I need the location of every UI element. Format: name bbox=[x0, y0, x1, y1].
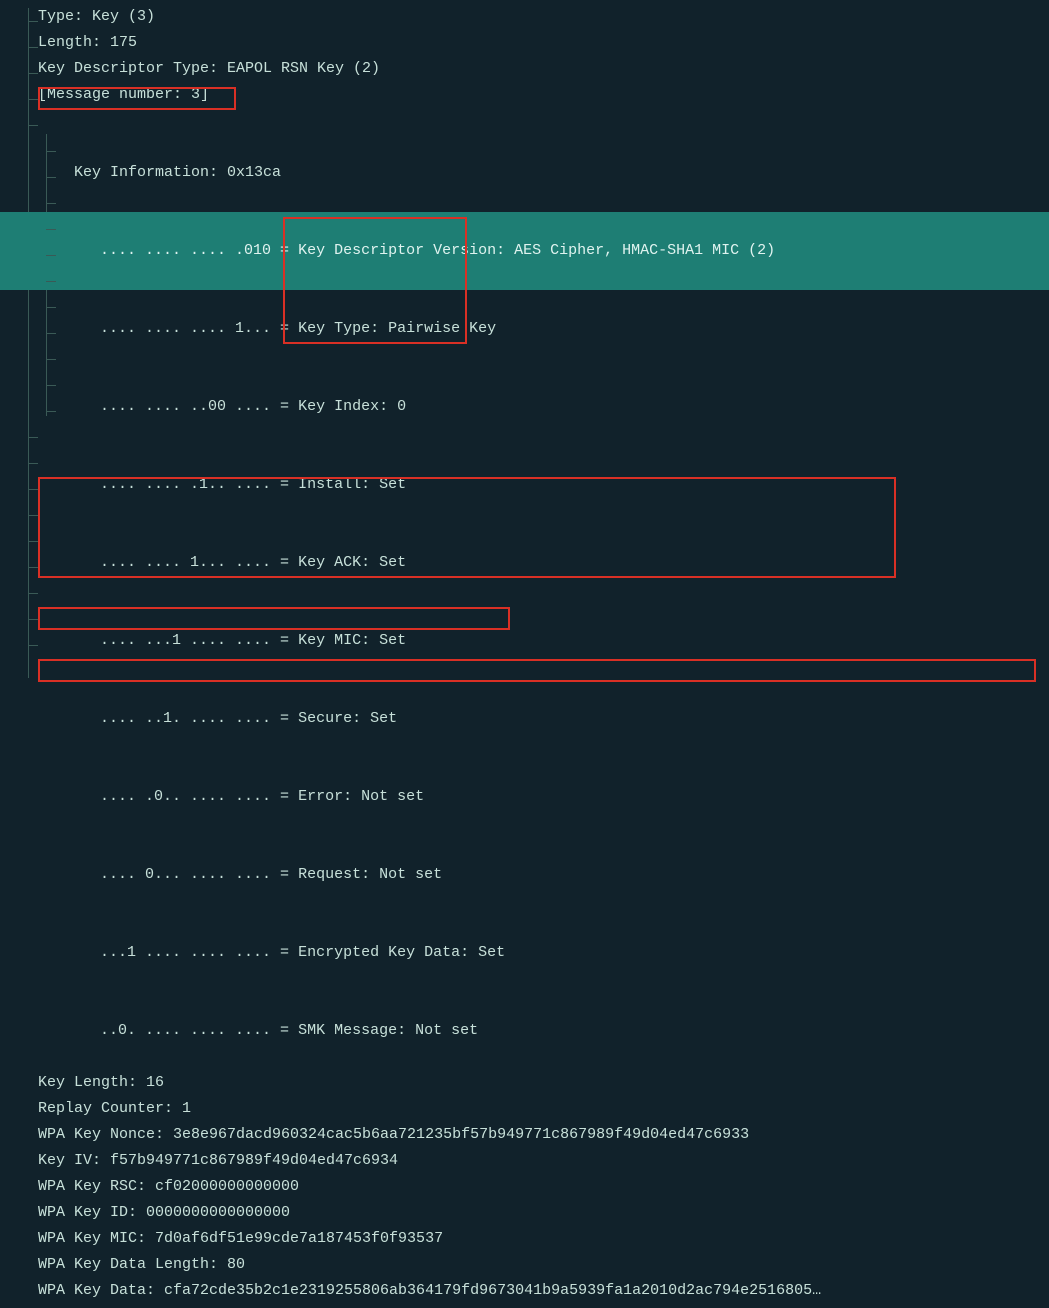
row-text: WPA Key RSC: cf02000000000000 bbox=[38, 1178, 299, 1195]
row-bits: .... .... .1.. .... bbox=[92, 476, 271, 493]
row-text: WPA Key Nonce: 3e8e967dacd960324cac5b6aa… bbox=[38, 1126, 749, 1143]
tree-row-key-index[interactable]: .... .... ..00 .... = Key Index: 0 bbox=[0, 368, 1049, 446]
row-text: WPA Key Data Length: 80 bbox=[38, 1256, 245, 1273]
tree-row-wpa-key-id[interactable]: WPA Key ID: 0000000000000000 bbox=[0, 1200, 1049, 1226]
tree-row-key-mic-flag[interactable]: .... ...1 .... .... = Key MIC: Set bbox=[0, 602, 1049, 680]
row-text: Key Length: 16 bbox=[38, 1074, 164, 1091]
row-text: Key IV: f57b949771c867989f49d04ed47c6934 bbox=[38, 1152, 398, 1169]
tree-row-key-iv[interactable]: Key IV: f57b949771c867989f49d04ed47c6934 bbox=[0, 1148, 1049, 1174]
row-text: Length: 175 bbox=[38, 34, 137, 51]
tree-row-encrypted-key-data[interactable]: ...1 .... .... .... = Encrypted Key Data… bbox=[0, 914, 1049, 992]
row-label: Request: Not set bbox=[298, 866, 442, 883]
row-bits: .... ...1 .... .... bbox=[92, 632, 271, 649]
row-bits: .... .... ..00 .... bbox=[92, 398, 271, 415]
tree-row-wpa-key-nonce[interactable]: WPA Key Nonce: 3e8e967dacd960324cac5b6aa… bbox=[0, 1122, 1049, 1148]
row-label: Key Index: 0 bbox=[298, 398, 406, 415]
tree-row-smk-message[interactable]: ..0. .... .... .... = SMK Message: Not s… bbox=[0, 992, 1049, 1070]
row-label: Key Type: Pairwise Key bbox=[298, 320, 496, 337]
tree-row-install[interactable]: .... .... .1.. .... = Install: Set bbox=[0, 446, 1049, 524]
tree-row-error[interactable]: .... .0.. .... .... = Error: Not set bbox=[0, 758, 1049, 836]
row-bits: ..0. .... .... .... bbox=[92, 1022, 271, 1039]
tree-row-wpa-key-rsc[interactable]: WPA Key RSC: cf02000000000000 bbox=[0, 1174, 1049, 1200]
row-bits: .... .0.. .... .... bbox=[92, 788, 271, 805]
tree-row-wpa-key-mic[interactable]: WPA Key MIC: 7d0af6df51e99cde7a187453f0f… bbox=[0, 1226, 1049, 1252]
row-bits: .... 0... .... .... bbox=[92, 866, 271, 883]
tree-row-key-length[interactable]: Key Length: 16 bbox=[0, 1070, 1049, 1096]
row-label: Error: Not set bbox=[298, 788, 424, 805]
row-bits: .... ..1. .... .... bbox=[92, 710, 271, 727]
row-text: [Message number: 3] bbox=[38, 86, 209, 103]
row-bits: ...1 .... .... .... bbox=[92, 944, 271, 961]
row-bits: .... .... .... .010 bbox=[92, 242, 271, 259]
tree-row-secure[interactable]: .... ..1. .... .... = Secure: Set bbox=[0, 680, 1049, 758]
row-text: Key Information: 0x13ca bbox=[74, 164, 281, 181]
tree-row-request[interactable]: .... 0... .... .... = Request: Not set bbox=[0, 836, 1049, 914]
row-text: Replay Counter: 1 bbox=[38, 1100, 191, 1117]
row-label: Encrypted Key Data: Set bbox=[298, 944, 505, 961]
tree-row-key-type[interactable]: .... .... .... 1... = Key Type: Pairwise… bbox=[0, 290, 1049, 368]
tree-row-key-ack[interactable]: .... .... 1... .... = Key ACK: Set bbox=[0, 524, 1049, 602]
tree-row[interactable]: Key Descriptor Type: EAPOL RSN Key (2) bbox=[0, 56, 1049, 82]
tree-row-replay-counter[interactable]: Replay Counter: 1 bbox=[0, 1096, 1049, 1122]
tree-row-key-information[interactable]: ▾ Key Information: 0x13ca bbox=[0, 108, 1049, 212]
row-text: Type: Key (3) bbox=[38, 8, 155, 25]
row-label: Secure: Set bbox=[298, 710, 397, 727]
row-bits: .... .... .... 1... bbox=[92, 320, 271, 337]
tree-row-wpa-key-data-length[interactable]: WPA Key Data Length: 80 bbox=[0, 1252, 1049, 1278]
tree-row-wpa-key-data[interactable]: WPA Key Data: cfa72cde35b2c1e2319255806a… bbox=[0, 1278, 1049, 1304]
row-label: Key Descriptor Version: AES Cipher, HMAC… bbox=[298, 242, 775, 259]
tree-row[interactable]: Type: Key (3) bbox=[0, 4, 1049, 30]
row-bits: .... .... 1... .... bbox=[92, 554, 271, 571]
row-text: WPA Key MIC: 7d0af6df51e99cde7a187453f0f… bbox=[38, 1230, 443, 1247]
tree-row-message-number[interactable]: [Message number: 3] bbox=[0, 82, 1049, 108]
row-text: WPA Key Data: cfa72cde35b2c1e2319255806a… bbox=[38, 1282, 821, 1299]
row-label: Key MIC: Set bbox=[298, 632, 406, 649]
row-label: Key ACK: Set bbox=[298, 554, 406, 571]
tree-row[interactable]: Length: 175 bbox=[0, 30, 1049, 56]
row-label: Install: Set bbox=[298, 476, 406, 493]
row-label: SMK Message: Not set bbox=[298, 1022, 478, 1039]
row-text: Key Descriptor Type: EAPOL RSN Key (2) bbox=[38, 60, 380, 77]
tree-row-key-descriptor-version[interactable]: .... .... .... .010 = Key Descriptor Ver… bbox=[0, 212, 1049, 290]
row-text: WPA Key ID: 0000000000000000 bbox=[38, 1204, 290, 1221]
